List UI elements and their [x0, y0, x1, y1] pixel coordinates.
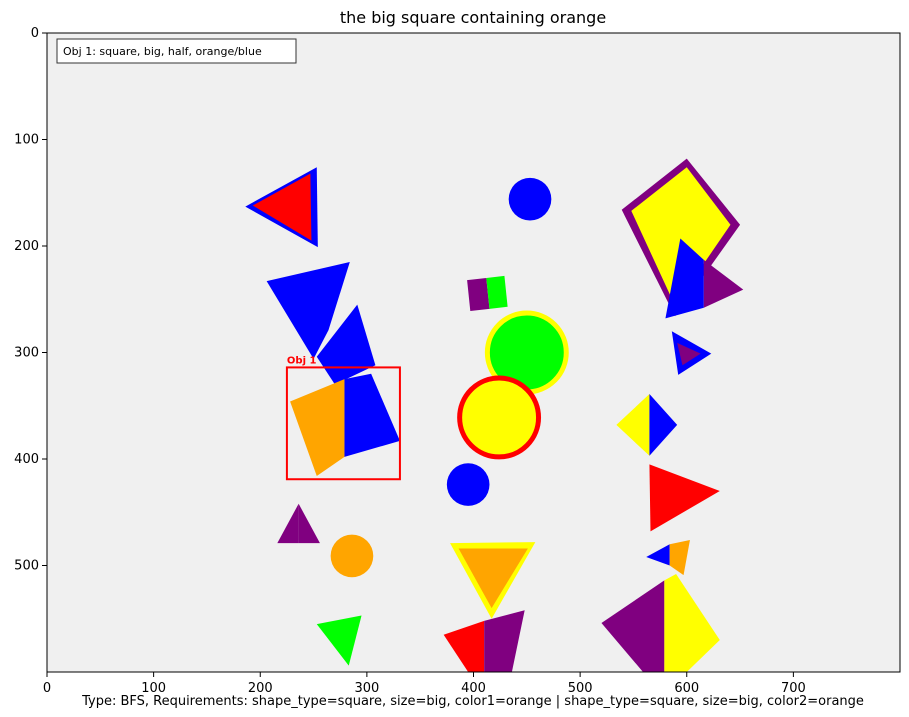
- data-shape-circle-14: [457, 375, 542, 460]
- data-shape-polygon-17: [458, 548, 528, 609]
- data-shape-polygon-11: [486, 275, 508, 309]
- legend-frame: [56, 38, 297, 64]
- data-shape-polygon-30: [669, 539, 690, 576]
- data-shape-polygon-5: [344, 373, 400, 457]
- y-tick-label: 300: [14, 346, 39, 361]
- y-tick-label: 400: [14, 452, 39, 467]
- y-tick-label: 0: [31, 26, 39, 41]
- data-shape-polygon-21: [631, 167, 731, 306]
- data-shape-polygon-18: [443, 620, 485, 672]
- y-axis: 0 100 200 300 400 500: [14, 26, 47, 574]
- highlight-label: Obj 1: [287, 355, 317, 366]
- x-tick-label: 600: [674, 681, 699, 696]
- y-tick-label: 200: [14, 239, 39, 254]
- data-shape-polygon-29: [646, 544, 670, 566]
- y-tick-label: 500: [14, 559, 39, 574]
- data-shape-polygon-22: [665, 238, 704, 319]
- data-shape-polygon-10: [467, 277, 490, 311]
- highlight-box: [285, 366, 401, 481]
- x-tick-label: 100: [141, 681, 166, 696]
- data-shape-polygon-26: [616, 394, 650, 456]
- data-shape-polygon-31: [601, 580, 665, 672]
- data-shape-polygon-3: [316, 304, 376, 385]
- x-axis: 0 100 200 300 400 500 600 700: [43, 672, 806, 696]
- data-shape-polygon-25: [677, 342, 701, 366]
- data-shape-polygon-6: [277, 503, 299, 544]
- shape-layer: [245, 158, 744, 672]
- data-shape-polygon-19: [484, 610, 525, 672]
- legend-entry: Obj 1: square, big, half, orange/blue: [63, 45, 262, 58]
- chart-title: the big square containing orange: [340, 8, 606, 27]
- data-shape-polygon-4: [290, 379, 345, 477]
- data-shape-circle-12: [508, 177, 552, 221]
- x-tick-label: 300: [354, 681, 379, 696]
- x-tick-label: 500: [568, 681, 593, 696]
- data-shape-polygon-28: [649, 464, 720, 532]
- data-shape-circle-8: [330, 534, 374, 578]
- data-shape-polygon-32: [664, 574, 720, 672]
- data-shape-polygon-9: [316, 615, 362, 666]
- data-shape-polygon-23: [703, 259, 744, 308]
- data-shape-circle-15: [446, 463, 490, 506]
- x-tick-label: 700: [781, 681, 806, 696]
- x-tick-label: 400: [461, 681, 486, 696]
- data-shape-polygon-2: [266, 261, 350, 359]
- chart-caption: Type: BFS, Requirements: shape_type=squa…: [81, 694, 864, 709]
- data-shape-polygon-27: [649, 394, 678, 456]
- x-tick-label: 0: [43, 681, 51, 696]
- legend-box: Obj 1: square, big, half, orange/blue: [56, 38, 297, 64]
- data-shape-polygon-1: [252, 173, 312, 241]
- data-shape-polygon-7: [298, 503, 320, 544]
- highlight-layer: Obj 1: [285, 355, 401, 481]
- x-tick-label: 200: [248, 681, 273, 696]
- y-tick-label: 100: [14, 133, 39, 148]
